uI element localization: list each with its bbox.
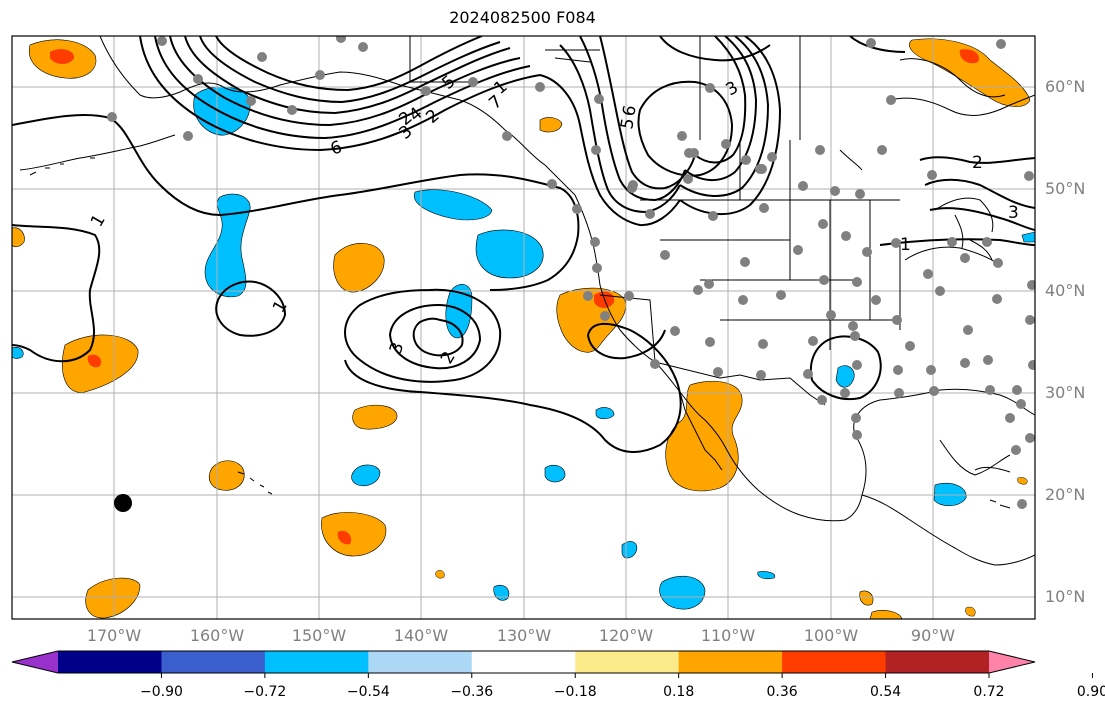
lon-label-140w: 140°W [393, 626, 449, 645]
contour-label: 3 [1008, 203, 1019, 223]
contour-label: 6 [619, 104, 641, 118]
colorbar-extend-high [989, 651, 1035, 673]
colorbar-segment [678, 651, 783, 673]
station-markers [107, 36, 1035, 509]
colorbar-segment [264, 651, 369, 673]
colorbar-tick-label: −0.54 [346, 684, 390, 700]
colorbar-tick-label: 0.72 [973, 684, 1005, 700]
lon-label-150w: 150°W [291, 626, 347, 645]
colorbar-segment [471, 651, 576, 673]
lat-label-60n: 60°N [1045, 77, 1086, 96]
contour-lines [12, 36, 1035, 453]
lat-lon-grid [12, 36, 1035, 619]
contour-label: 1 [900, 235, 911, 255]
location-marker [114, 494, 132, 512]
lat-label-20n: 20°N [1045, 485, 1086, 504]
colorbar-tick-label: 0.54 [869, 684, 902, 700]
colorbar-tick-label: −0.36 [450, 684, 494, 700]
contour-label: 5 [617, 117, 639, 131]
colorbar [11, 650, 1093, 678]
lon-label-130w: 130°W [496, 626, 552, 645]
colorbar-tick-label: 0.90 [1076, 684, 1105, 700]
lon-label-120w: 120°W [598, 626, 654, 645]
lat-label-30n: 30°N [1045, 383, 1086, 402]
colorbar-segment [161, 651, 266, 673]
lat-label-50n: 50°N [1045, 179, 1086, 198]
colorbar-segment [58, 651, 162, 673]
colorbar-tick-label: 0.18 [663, 684, 695, 700]
lon-label-100w: 100°W [803, 626, 859, 645]
colorbar-tick-label: −0.90 [139, 684, 183, 700]
colorbar-extend-low [12, 651, 58, 673]
lat-label-10n: 10°N [1045, 587, 1086, 606]
lon-label-110w: 110°W [700, 626, 756, 645]
colorbar-segment [885, 651, 990, 673]
small-warm-patches [435, 477, 1028, 617]
map-frame [11, 35, 1036, 620]
lon-label-90w: 90°W [910, 626, 956, 645]
colorbar-tick-label: 0.36 [766, 684, 798, 700]
colorbar-tick-label: −0.72 [243, 684, 287, 700]
map-title: 2024082500 F084 [449, 8, 596, 27]
colorbar-outline [11, 650, 1036, 674]
positive-anomaly-fill [12, 38, 1031, 619]
colorbar-tick-label: −0.18 [553, 684, 597, 700]
lon-label-170w: 170°W [86, 626, 142, 645]
lon-label-160w: 160°W [189, 626, 245, 645]
colorbar-segment [782, 651, 887, 673]
colorbar-segment [368, 651, 473, 673]
contour-label: 2 [972, 153, 983, 173]
lat-label-40n: 40°N [1045, 281, 1086, 300]
colorbar-segment [575, 651, 680, 673]
